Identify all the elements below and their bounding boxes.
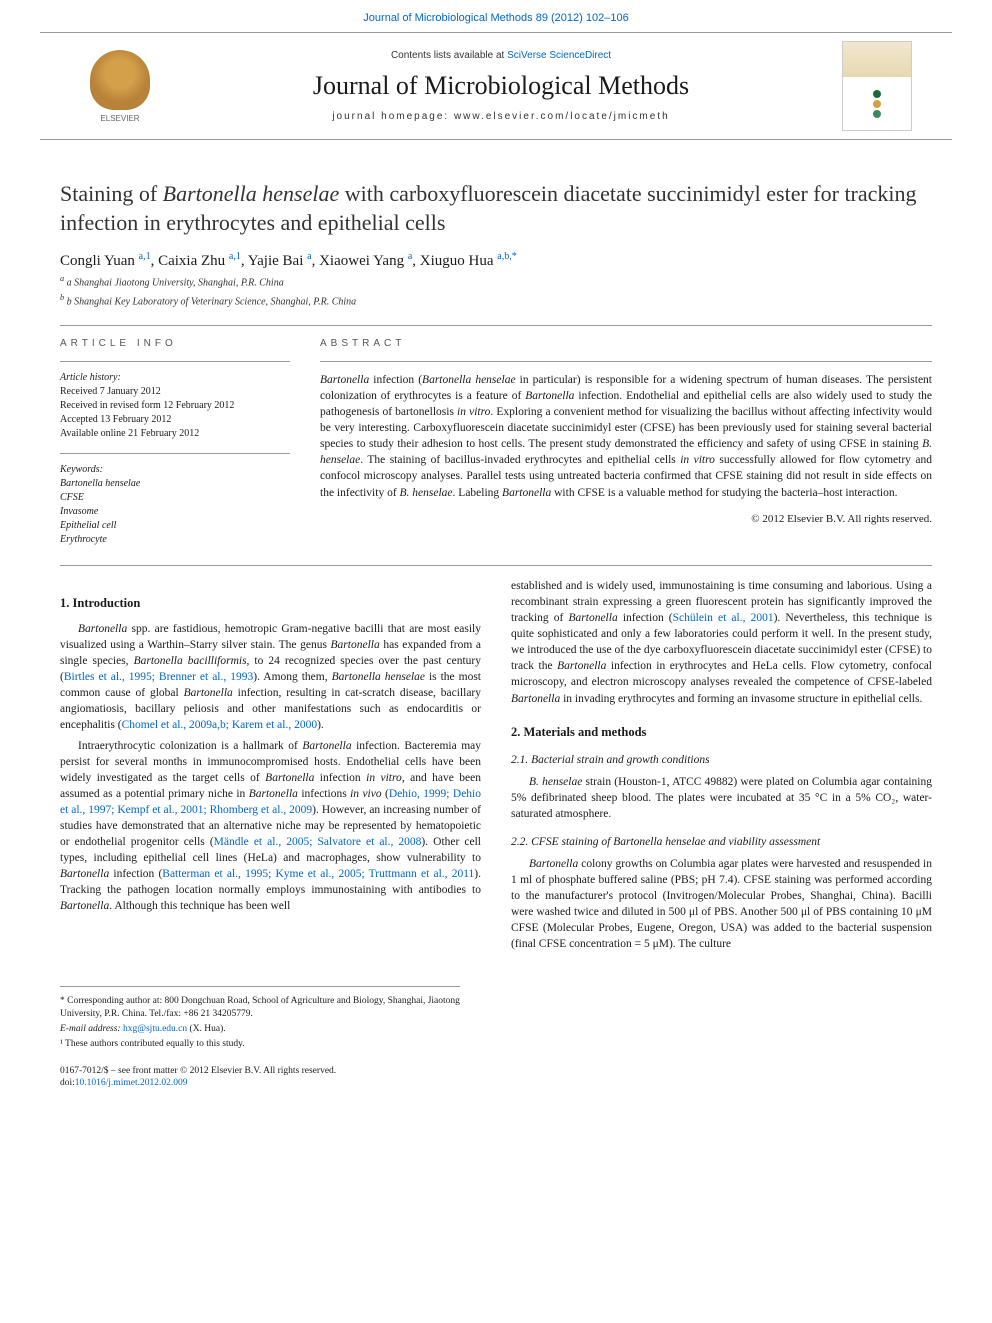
elsevier-tree-icon [90, 50, 150, 110]
body-column-right: established and is widely used, immunost… [511, 578, 932, 957]
intro-heading: 1. Introduction [60, 596, 481, 611]
author-list: Congli Yuan a,1, Caixia Zhu a,1, Yajie B… [60, 251, 932, 270]
equal-contribution-note: ¹ These authors contributed equally to t… [60, 1038, 460, 1050]
affiliation: b b Shanghai Key Laboratory of Veterinar… [60, 293, 932, 307]
journal-name: Journal of Microbiological Methods [160, 71, 842, 101]
footnotes-block: * Corresponding author at: 800 Dongchuan… [60, 986, 460, 1050]
title-species: Bartonella henselae [163, 181, 340, 206]
sec21-heading: 2.1. Bacterial strain and growth conditi… [511, 754, 932, 766]
intro-para-2: Intraerythrocytic colonization is a hall… [60, 738, 481, 915]
title-pre: Staining of [60, 181, 163, 206]
info-divider [60, 361, 290, 362]
abstract-divider [320, 361, 932, 362]
abstract-column: ABSTRACT Bartonella infection (Bartonell… [320, 338, 932, 547]
article-title: Staining of Bartonella henselae with car… [60, 180, 932, 237]
banner-center: Contents lists available at SciVerse Sci… [160, 50, 842, 122]
issue-citation[interactable]: Journal of Microbiological Methods 89 (2… [0, 0, 992, 32]
info-divider [60, 453, 290, 454]
affiliation: a a Shanghai Jiaotong University, Shangh… [60, 274, 932, 288]
email-label: E-mail address: [60, 1024, 121, 1034]
intro-para-1: Bartonella spp. are fastidious, hemotrop… [60, 621, 481, 734]
footer-info: 0167-7012/$ – see front matter © 2012 El… [60, 1065, 932, 1090]
sec22-para: Bartonella colony growths on Columbia ag… [511, 856, 932, 953]
col2-para-1: established and is widely used, immunost… [511, 578, 932, 707]
sciencedirect-link[interactable]: SciVerse ScienceDirect [507, 50, 611, 61]
keywords-label: Keywords: [60, 464, 290, 475]
methods-heading: 2. Materials and methods [511, 725, 932, 740]
sec21-para: B. henselae strain (Houston-1, ATCC 4988… [511, 774, 932, 822]
contents-label: Contents lists available at [391, 50, 504, 61]
elsevier-logo: ELSEVIER [80, 41, 160, 131]
article-info-sidebar: ARTICLE INFO Article history: Received 7… [60, 338, 290, 547]
front-matter-line: 0167-7012/$ – see front matter © 2012 El… [60, 1065, 932, 1077]
cover-dot-icon [873, 110, 881, 118]
journal-cover-thumb [842, 41, 912, 131]
contents-line: Contents lists available at SciVerse Sci… [160, 50, 842, 61]
publisher-name: ELSEVIER [100, 114, 139, 123]
affiliation-b: b Shanghai Key Laboratory of Veterinary … [67, 296, 357, 307]
sec22-heading: 2.2. CFSE staining of Bartonella hensela… [511, 836, 932, 848]
corresponding-author-note: * Corresponding author at: 800 Dongchuan… [60, 995, 460, 1020]
doi-label: doi: [60, 1078, 75, 1088]
affiliation-a: a Shanghai Jiaotong University, Shanghai… [67, 278, 284, 289]
email-note: E-mail address: hxg@sjtu.edu.cn (X. Hua)… [60, 1023, 460, 1035]
article-history: Received 7 January 2012Received in revis… [60, 385, 290, 441]
abstract-heading: ABSTRACT [320, 338, 932, 349]
cover-dot-icon [873, 100, 881, 108]
abstract-copyright: © 2012 Elsevier B.V. All rights reserved… [320, 513, 932, 525]
article-info-heading: ARTICLE INFO [60, 338, 290, 349]
cover-dot-icon [873, 90, 881, 98]
body-column-left: 1. Introduction Bartonella spp. are fast… [60, 578, 481, 957]
keywords-list: Bartonella henselaeCFSEInvasomeEpithelia… [60, 477, 290, 547]
author-email-link[interactable]: hxg@sjtu.edu.cn [123, 1024, 187, 1034]
doi-link[interactable]: 10.1016/j.mimet.2012.02.009 [75, 1078, 188, 1088]
journal-banner: ELSEVIER Contents lists available at Sci… [40, 32, 952, 140]
history-label: Article history: [60, 372, 290, 383]
email-suffix: (X. Hua). [190, 1024, 226, 1034]
section-divider [60, 565, 932, 566]
section-divider [60, 325, 932, 326]
journal-homepage: journal homepage: www.elsevier.com/locat… [160, 111, 842, 122]
abstract-text: Bartonella infection (Bartonella hensela… [320, 372, 932, 501]
